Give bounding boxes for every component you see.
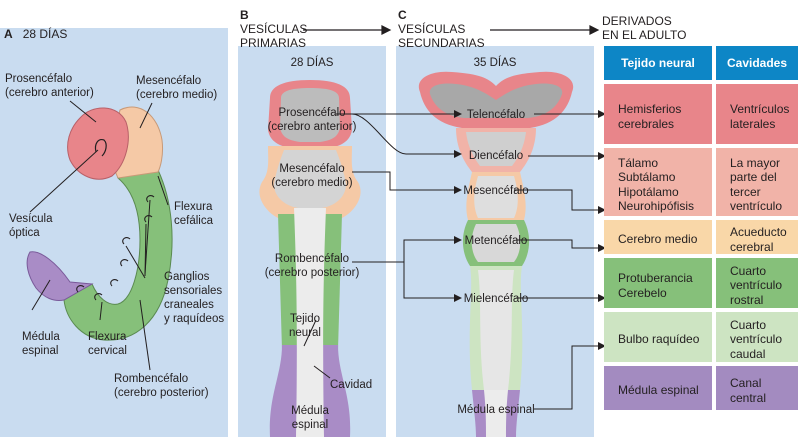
panel-a-background bbox=[0, 28, 228, 437]
c-myelencephalon-label: Mielencéfalo bbox=[463, 293, 529, 305]
a-cervical-flexure-label: Flexura cervical bbox=[88, 331, 127, 357]
tissue-cell: Tálamo Subtálamo Hipotálamo Neurohipófis… bbox=[604, 148, 712, 216]
derivatives-table: Tejido neural Cavidades Hemisferios cere… bbox=[604, 46, 798, 437]
cavity-cell: Cuarto ventrículo rostral bbox=[716, 258, 798, 308]
cavity-cell: Cuarto ventrículo caudal bbox=[716, 312, 798, 362]
cavity-cell: La mayor parte del tercer ventrículo bbox=[716, 148, 798, 216]
panel-b-title: VESÍCULAS PRIMARIAS bbox=[240, 22, 308, 50]
panel-a-age: 28 DÍAS bbox=[22, 27, 68, 41]
panel-a-letter: A bbox=[4, 27, 13, 41]
rhombencephalon-shape bbox=[63, 169, 173, 341]
b-rhombencephalon-label: Rombencéfalo (cerebro posterior) bbox=[264, 253, 360, 279]
a-mesencephalon-label: Mesencéfalo (cerebro medio) bbox=[136, 75, 218, 101]
spinal-cord-shape bbox=[26, 251, 94, 301]
ganglia-marks bbox=[76, 194, 155, 301]
c-mesencephalon-label: Mesencéfalo bbox=[463, 185, 529, 197]
header-arrows bbox=[303, 25, 600, 35]
a-prosencephalon-label: Prosencéfalo (cerebro anterior) bbox=[5, 73, 94, 99]
cavities-header: Cavidades bbox=[716, 46, 798, 80]
tissue-cell: Médula espinal bbox=[604, 366, 712, 410]
tissue-cell: Cerebro medio bbox=[604, 220, 712, 254]
panel-b-letter: B bbox=[240, 8, 249, 22]
panel-b-heading: B VESÍCULAS PRIMARIAS bbox=[240, 8, 307, 50]
c-telencephalon-label: Telencéfalo bbox=[466, 109, 526, 121]
tissue-cell: Protuberancia Cerebelo bbox=[604, 258, 712, 308]
a-optic-vesicle-label: Vesícula óptica bbox=[9, 213, 53, 239]
panel-c-heading: C VESÍCULAS SECUNDARIAS bbox=[398, 8, 485, 50]
panel-c-age: 35 DÍAS bbox=[473, 57, 517, 69]
embryo-28-days bbox=[26, 100, 173, 371]
tissue-cell: Hemisferios cerebrales bbox=[604, 84, 712, 144]
b-prosencephalon-label: Prosencéfalo (cerebro anterior) bbox=[267, 107, 357, 133]
a-cephalic-flexure-label: Flexura cefálica bbox=[174, 201, 213, 227]
cavity-cell: Canal central bbox=[716, 366, 798, 410]
prosencephalon-shape bbox=[67, 107, 129, 180]
panel-c-title: VESÍCULAS SECUNDARIAS bbox=[398, 22, 485, 50]
b-spinal-cord-label: Médula espinal bbox=[291, 405, 329, 431]
panel-c-letter: C bbox=[398, 8, 407, 22]
cavity-cell: Ventrículos laterales bbox=[716, 84, 798, 144]
cavity-cell: Acueducto cerebral bbox=[716, 220, 798, 254]
c-diencephalon-label: Diencéfalo bbox=[468, 150, 524, 162]
c-metencephalon-label: Metencéfalo bbox=[464, 235, 528, 247]
a-rhombencephalon-label: Rombencéfalo (cerebro posterior) bbox=[114, 373, 209, 399]
tissue-cell: Bulbo raquídeo bbox=[604, 312, 712, 362]
tissue-header: Tejido neural bbox=[604, 46, 712, 80]
panel-a-heading: A 28 DÍAS bbox=[4, 27, 67, 41]
derivatives-title: DERIVADOS EN EL ADULTO bbox=[602, 14, 687, 42]
a-spinal-cord-label: Médula espinal bbox=[22, 331, 60, 357]
b-cavity-label: Cavidad bbox=[330, 379, 373, 391]
connector-lines bbox=[336, 113, 600, 410]
b-neural-tissue-label: Tejido neural bbox=[289, 313, 321, 339]
secondary-vesicles bbox=[418, 71, 574, 437]
primary-vesicles bbox=[259, 80, 361, 437]
b-mesencephalon-label: Mesencéfalo (cerebro medio) bbox=[271, 163, 353, 189]
optic-vesicle-shape bbox=[94, 139, 107, 157]
panel-b-age: 28 DÍAS bbox=[290, 57, 334, 69]
connector-arrowheads bbox=[454, 110, 606, 350]
c-spinal-cord-label: Médula espinal bbox=[457, 404, 535, 416]
a-ganglia-label: Ganglios sensoriales craneales y raquíde… bbox=[164, 271, 225, 325]
